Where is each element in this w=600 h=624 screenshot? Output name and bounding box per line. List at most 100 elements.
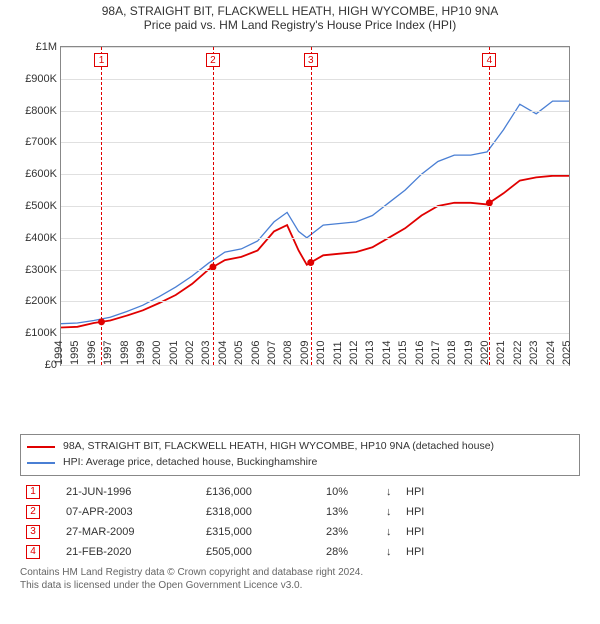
x-axis-label: 2025 <box>557 341 573 365</box>
footer-line: This data is licensed under the Open Gov… <box>20 579 580 592</box>
txn-date: 07-APR-2003 <box>60 502 200 522</box>
marker-badge: 3 <box>304 53 318 67</box>
transactions-table: 121-JUN-1996£136,00010%↓HPI207-APR-2003£… <box>20 482 580 562</box>
table-row: 3 27-MAR-2009£315,00023%↓HPI <box>20 522 580 542</box>
arrow-down-icon: ↓ <box>380 542 400 562</box>
gridline <box>61 79 569 80</box>
gridline <box>61 333 569 334</box>
series-line <box>61 101 569 324</box>
gridline <box>61 206 569 207</box>
txn-marker-badge: 2 <box>26 505 40 519</box>
footer-attribution: Contains HM Land Registry data © Crown c… <box>20 566 580 592</box>
gridline <box>61 174 569 175</box>
txn-date: 21-FEB-2020 <box>60 542 200 562</box>
txn-pct: 10% <box>320 482 380 502</box>
gridline <box>61 270 569 271</box>
footer-line: Contains HM Land Registry data © Crown c… <box>20 566 580 579</box>
x-axis-label: 2011 <box>328 341 344 365</box>
marker-badge: 2 <box>206 53 220 67</box>
txn-price: £315,000 <box>200 522 320 542</box>
legend-item: HPI: Average price, detached house, Buck… <box>27 455 573 471</box>
x-axis-label: 2001 <box>163 341 179 365</box>
y-axis-label: £300K <box>25 264 61 276</box>
y-axis-label: £100K <box>25 327 61 339</box>
txn-marker-badge: 3 <box>26 525 40 539</box>
table-row: 421-FEB-2020£505,00028%↓HPI <box>20 542 580 562</box>
y-axis-label: £700K <box>25 136 61 148</box>
y-axis-label: £600K <box>25 168 61 180</box>
arrow-down-icon: ↓ <box>380 502 400 522</box>
x-axis-label: 2000 <box>147 341 163 365</box>
x-axis-label: 2006 <box>245 341 261 365</box>
legend-swatch <box>27 462 55 464</box>
x-axis-label: 2009 <box>295 341 311 365</box>
x-axis-label: 2005 <box>229 341 245 365</box>
txn-suffix: HPI <box>400 502 580 522</box>
txn-suffix: HPI <box>400 542 580 562</box>
gridline <box>61 142 569 143</box>
txn-date: 21-JUN-1996 <box>60 482 200 502</box>
marker-line <box>489 47 490 365</box>
txn-pct: 23% <box>320 522 380 542</box>
y-axis-label: £800K <box>25 105 61 117</box>
y-axis-label: £1M <box>36 41 61 53</box>
legend-item: 98A, STRAIGHT BIT, FLACKWELL HEATH, HIGH… <box>27 439 573 455</box>
txn-marker-badge: 1 <box>26 485 40 499</box>
txn-price: £318,000 <box>200 502 320 522</box>
series-line <box>61 176 569 328</box>
y-axis-label: £900K <box>25 73 61 85</box>
arrow-down-icon: ↓ <box>380 482 400 502</box>
y-axis-label: £400K <box>25 232 61 244</box>
gridline <box>61 301 569 302</box>
x-axis-label: 2021 <box>491 341 507 365</box>
txn-price: £136,000 <box>200 482 320 502</box>
x-axis-label: 2013 <box>360 341 376 365</box>
table-row: 2 07-APR-2003£318,00013%↓HPI <box>20 502 580 522</box>
table-row: 1 21-JUN-1996£136,00010%↓HPI <box>20 482 580 502</box>
legend-label: 98A, STRAIGHT BIT, FLACKWELL HEATH, HIGH… <box>63 439 494 455</box>
gridline <box>61 111 569 112</box>
x-axis-label: 2019 <box>458 341 474 365</box>
gridline <box>61 47 569 48</box>
x-axis-label: 2018 <box>442 341 458 365</box>
x-axis-label: 2023 <box>524 341 540 365</box>
chart-subtitle: Price paid vs. HM Land Registry's House … <box>0 18 600 32</box>
txn-date: 27-MAR-2009 <box>60 522 200 542</box>
chart-plot-area: £0£100K£200K£300K£400K£500K£600K£700K£80… <box>60 46 570 366</box>
txn-pct: 28% <box>320 542 380 562</box>
chart-container: £0£100K£200K£300K£400K£500K£600K£700K£80… <box>20 36 580 396</box>
txn-marker-badge: 4 <box>26 545 40 559</box>
x-axis-label: 1999 <box>131 341 147 365</box>
gridline <box>61 238 569 239</box>
marker-badge: 1 <box>94 53 108 67</box>
x-axis-label: 2022 <box>508 341 524 365</box>
marker-badge: 4 <box>482 53 496 67</box>
x-axis-label: 2003 <box>196 341 212 365</box>
x-axis-label: 2017 <box>426 341 442 365</box>
x-axis-label: 2008 <box>278 341 294 365</box>
gridline <box>61 365 569 366</box>
x-axis-label: 1996 <box>82 341 98 365</box>
legend-label: HPI: Average price, detached house, Buck… <box>63 455 317 471</box>
x-axis-label: 2015 <box>393 341 409 365</box>
x-axis-label: 2012 <box>344 341 360 365</box>
x-axis-label: 2016 <box>409 341 425 365</box>
txn-pct: 13% <box>320 502 380 522</box>
legend-swatch <box>27 446 55 448</box>
marker-line <box>311 47 312 365</box>
arrow-down-icon: ↓ <box>380 522 400 542</box>
x-axis-label: 1994 <box>49 341 65 365</box>
x-axis-label: 1997 <box>98 341 114 365</box>
y-axis-label: £500K <box>25 200 61 212</box>
x-axis-label: 2002 <box>180 341 196 365</box>
chart-title: 98A, STRAIGHT BIT, FLACKWELL HEATH, HIGH… <box>0 4 600 18</box>
x-axis-label: 2024 <box>540 341 556 365</box>
x-axis-label: 1995 <box>65 341 81 365</box>
txn-suffix: HPI <box>400 482 580 502</box>
x-axis-label: 2010 <box>311 341 327 365</box>
txn-suffix: HPI <box>400 522 580 542</box>
marker-line <box>101 47 102 365</box>
x-axis-label: 2014 <box>376 341 392 365</box>
y-axis-label: £200K <box>25 295 61 307</box>
marker-line <box>213 47 214 365</box>
